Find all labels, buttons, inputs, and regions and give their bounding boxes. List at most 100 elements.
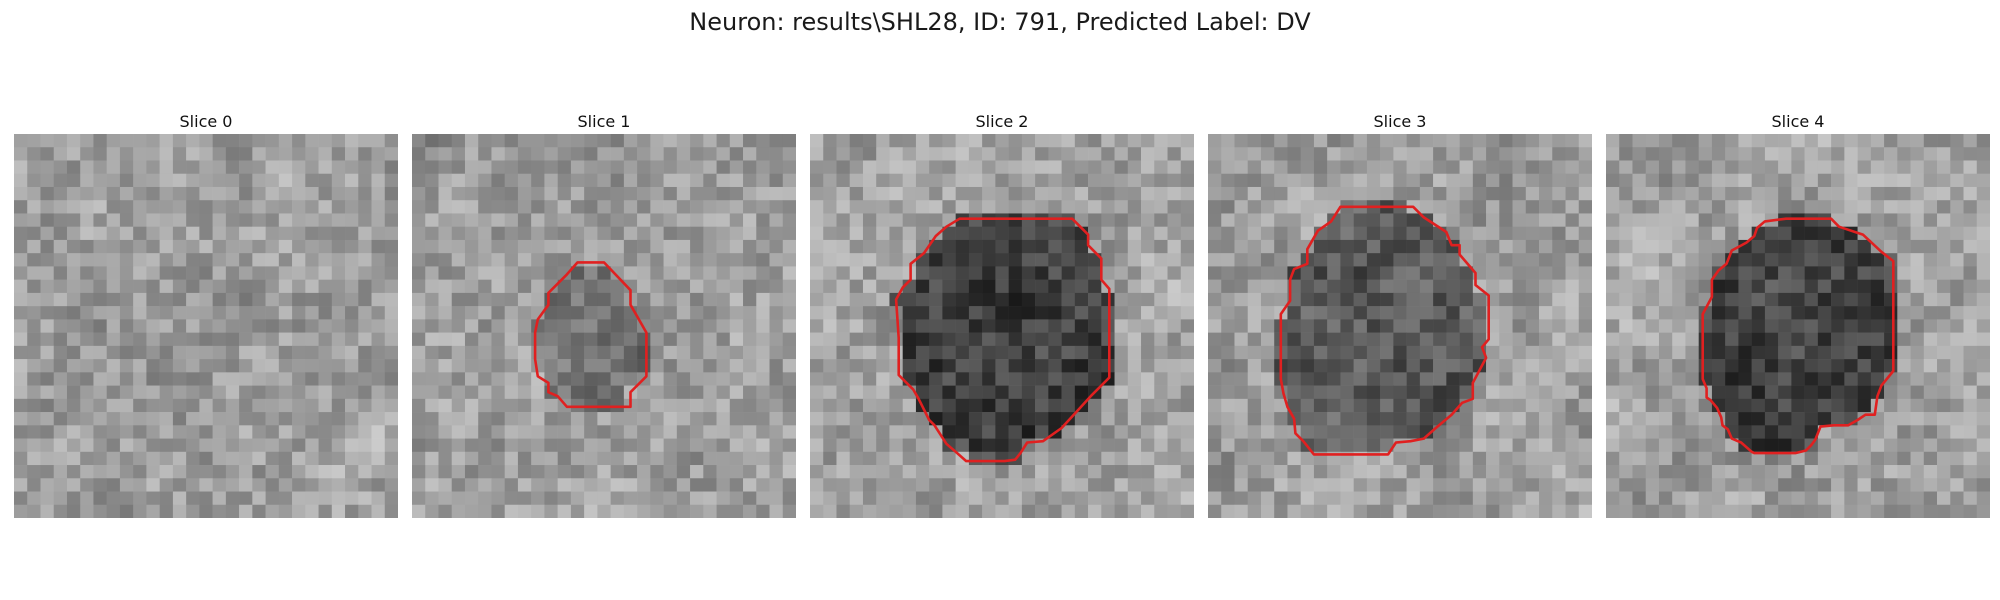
pixel-cell xyxy=(133,438,147,453)
pixel-cell xyxy=(1950,478,1964,492)
pixel-cell xyxy=(1857,306,1872,320)
pixel-cell xyxy=(265,160,280,175)
pixel-cell xyxy=(968,160,983,175)
pixel-cell xyxy=(1380,213,1394,227)
pixel-cell xyxy=(663,292,678,307)
pixel-cell xyxy=(438,134,453,148)
pixel-cell xyxy=(1578,385,1592,400)
pixel-cell xyxy=(1327,134,1341,148)
pixel-cell xyxy=(1619,425,1633,439)
pixel-cell xyxy=(1154,319,1168,333)
pixel-cell xyxy=(438,292,453,307)
pixel-cell xyxy=(849,239,864,254)
pixel-cell xyxy=(716,478,731,492)
pixel-cell xyxy=(1406,213,1421,227)
pixel-cell xyxy=(27,306,41,320)
pixel-cell xyxy=(876,412,890,426)
pixel-cell xyxy=(1021,504,1036,518)
pixel-cell xyxy=(1512,319,1527,333)
pixel-cell xyxy=(1525,266,1540,280)
pixel-cell xyxy=(93,438,107,453)
pixel-cell xyxy=(1287,332,1301,347)
pixel-cell xyxy=(225,266,240,280)
pixel-cell xyxy=(1459,412,1474,426)
pixel-cell xyxy=(1459,213,1474,227)
pixel-cell xyxy=(1127,385,1142,400)
pixel-cell xyxy=(464,465,479,479)
pixel-cell xyxy=(942,173,956,188)
pixel-cell xyxy=(1167,438,1182,453)
pixel-cell xyxy=(1870,134,1885,148)
pixel-cell xyxy=(1923,186,1938,201)
pixel-cell xyxy=(1127,465,1142,479)
pixel-cell xyxy=(1606,504,1620,518)
pixel-cell xyxy=(1525,491,1540,506)
pixel-cell xyxy=(1698,425,1713,439)
pixel-cell xyxy=(1366,398,1381,413)
pixel-cell xyxy=(1950,306,1964,320)
pixel-cell xyxy=(1565,465,1580,479)
pixel-cell xyxy=(876,213,890,227)
pixel-cell xyxy=(1035,398,1049,413)
pixel-cell xyxy=(544,451,558,466)
pixel-cell xyxy=(119,504,134,518)
pixel-cell xyxy=(849,306,864,320)
pixel-cell xyxy=(729,292,744,307)
pixel-cell xyxy=(80,160,94,175)
pixel-cell xyxy=(1804,186,1819,201)
pixel-cell xyxy=(1088,451,1102,466)
pixel-cell xyxy=(93,465,107,479)
pixel-cell xyxy=(1433,186,1447,201)
pixel-cell xyxy=(531,504,545,518)
pixel-cell xyxy=(1088,438,1102,453)
pixel-cell xyxy=(212,412,227,426)
pixel-cell xyxy=(1247,160,1262,175)
pixel-cell xyxy=(331,412,346,426)
pixel-cell xyxy=(716,226,731,241)
pixel-cell xyxy=(1606,491,1620,506)
pixel-cell xyxy=(252,504,266,518)
pixel-cell xyxy=(1645,226,1660,241)
pixel-cell xyxy=(982,226,996,241)
pixel-cell xyxy=(451,345,466,360)
pixel-cell xyxy=(942,504,956,518)
pixel-cell xyxy=(358,465,372,479)
pixel-cell xyxy=(676,147,691,161)
pixel-cell xyxy=(305,173,319,188)
pixel-cell xyxy=(412,186,426,201)
pixel-cell xyxy=(1751,385,1766,400)
pixel-cell xyxy=(1738,147,1752,161)
pixel-cell xyxy=(412,239,426,254)
pixel-cell xyxy=(1870,504,1885,518)
pixel-cell xyxy=(1552,385,1566,400)
pixel-cell xyxy=(862,239,877,254)
pixel-cell xyxy=(252,398,266,413)
pixel-cell xyxy=(491,266,505,280)
pixel-cell xyxy=(876,451,890,466)
pixel-cell xyxy=(570,465,585,479)
pixel-cell xyxy=(1208,173,1222,188)
pixel-cell xyxy=(14,478,28,492)
pixel-cell xyxy=(862,359,877,373)
pixel-cell xyxy=(1433,504,1447,518)
pixel-cell xyxy=(1857,147,1872,161)
pixel-cell xyxy=(1738,425,1752,439)
pixel-cell xyxy=(849,372,864,386)
pixel-cell xyxy=(889,359,903,373)
pixel-cell xyxy=(1048,504,1062,518)
pixel-cell xyxy=(1937,266,1951,280)
pixel-cell xyxy=(331,253,346,267)
pixel-cell xyxy=(743,359,757,373)
pixel-cell xyxy=(1619,412,1633,426)
pixel-cell xyxy=(331,345,346,360)
pixel-cell xyxy=(133,319,147,333)
pixel-cell xyxy=(1884,213,1898,227)
pixel-cell xyxy=(371,345,386,360)
pixel-cell xyxy=(1552,200,1566,214)
pixel-cell xyxy=(491,451,505,466)
pixel-cell xyxy=(1300,451,1315,466)
pixel-cell xyxy=(1127,173,1142,188)
pixel-cell xyxy=(942,478,956,492)
pixel-cell xyxy=(1751,345,1766,360)
pixel-cell xyxy=(597,213,611,227)
